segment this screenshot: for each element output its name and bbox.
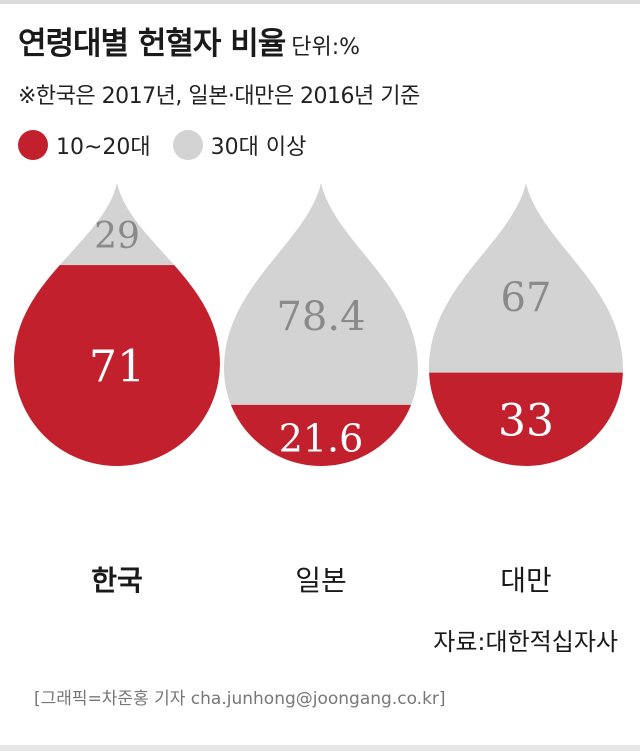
category-label-1: 한국: [91, 564, 143, 597]
category-label-3: 대만: [500, 564, 552, 597]
legend-item-old: 30대 이상: [172, 129, 307, 161]
value-label-old-1: 29: [94, 216, 140, 257]
title-text: 연령대별 헌혈자 비율: [18, 26, 286, 62]
unit-label: 단위:%: [291, 35, 361, 60]
value-label-young-1: 71: [89, 342, 145, 393]
segment-old-2: [224, 183, 418, 405]
bottom-rule: [0, 745, 640, 751]
legend: 10~20대 30대 이상: [18, 128, 328, 162]
value-label-old-3: 67: [501, 275, 552, 321]
category-label-2: 일본: [295, 564, 347, 597]
source-label: 자료:대한적십자사: [433, 628, 618, 656]
legend-label-old: 30대 이상: [210, 135, 307, 160]
segment-young-1: [14, 265, 220, 466]
graphic-credit: [그래픽=차준홍 기자 cha.junhong@joongang.co.kr]: [34, 689, 446, 709]
legend-swatch-old: [172, 130, 203, 160]
chart-note: ※한국은 2017년, 일본·대만은 2016년 기준: [18, 84, 420, 109]
top-rule: [0, 0, 640, 4]
value-label-young-3: 33: [498, 395, 554, 446]
value-label-old-2: 78.4: [276, 294, 365, 340]
legend-item-young: 10~20대: [18, 129, 151, 161]
legend-label-young: 10~20대: [56, 135, 151, 160]
chart-title: 연령대별 헌혈자 비율 단위:%: [18, 18, 360, 63]
value-label-young-2: 21.6: [279, 416, 364, 460]
legend-swatch-young: [18, 130, 48, 160]
